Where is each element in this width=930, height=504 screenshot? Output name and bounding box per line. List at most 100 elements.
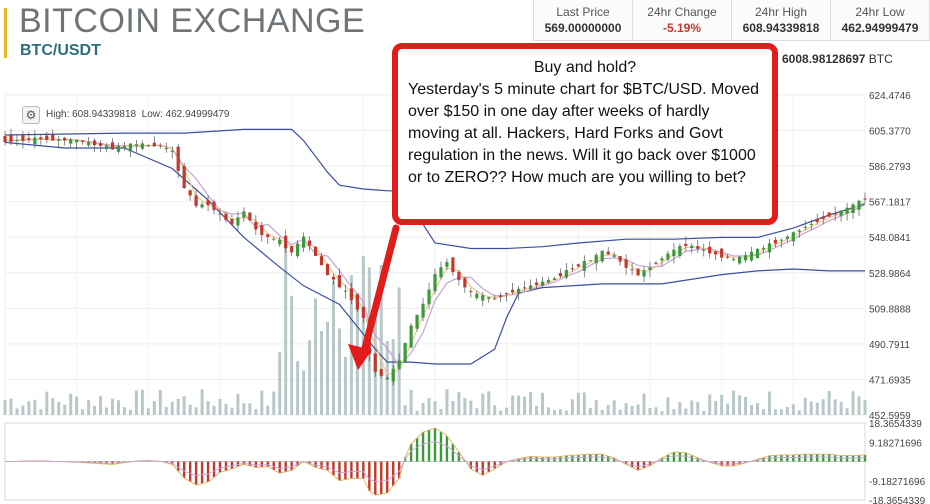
volume-bar bbox=[224, 403, 228, 415]
volume-bar bbox=[690, 400, 694, 415]
volume-bar bbox=[672, 409, 676, 415]
indicator-bar bbox=[583, 454, 586, 462]
volume-bar bbox=[833, 399, 837, 415]
candle bbox=[624, 259, 628, 268]
volume-bar bbox=[272, 391, 276, 415]
volume-bar bbox=[93, 405, 97, 415]
volume-bar bbox=[630, 405, 634, 415]
volume-bar bbox=[666, 397, 670, 415]
volume-bar bbox=[15, 408, 19, 415]
volume-bar bbox=[767, 391, 771, 415]
candle bbox=[9, 135, 13, 142]
stat-label: 24hr Low bbox=[855, 5, 905, 19]
callout-box: Buy and hold? Yesterday's 5 minute chart… bbox=[392, 43, 778, 225]
candle bbox=[212, 201, 216, 211]
volume-bar bbox=[714, 401, 718, 415]
candle bbox=[540, 281, 545, 286]
candle bbox=[385, 377, 389, 380]
candle bbox=[27, 138, 31, 140]
volume-bar bbox=[791, 404, 795, 415]
volume-bar bbox=[296, 361, 300, 415]
volume-bar bbox=[821, 399, 825, 415]
candle bbox=[767, 243, 772, 253]
candle bbox=[248, 212, 252, 221]
candle bbox=[588, 260, 592, 262]
indicator-bar bbox=[821, 454, 825, 462]
volume-bar bbox=[176, 398, 180, 415]
candle bbox=[463, 278, 467, 288]
candle bbox=[845, 207, 849, 214]
indicator-bar bbox=[451, 443, 455, 462]
candle bbox=[75, 139, 79, 143]
candle bbox=[809, 223, 813, 225]
indicator-bar bbox=[672, 451, 676, 462]
volume-bar bbox=[39, 409, 43, 415]
volume-bar bbox=[278, 352, 282, 415]
volume-bar bbox=[803, 397, 807, 415]
candle bbox=[206, 200, 210, 206]
volume-bar bbox=[122, 407, 126, 415]
volume-bar bbox=[636, 404, 640, 415]
volume-bar bbox=[230, 407, 234, 415]
indicator-bar bbox=[332, 461, 335, 476]
candle bbox=[481, 295, 485, 301]
gear-icon[interactable]: ⚙ bbox=[22, 106, 40, 124]
indicator-bar bbox=[851, 455, 855, 462]
candle bbox=[391, 368, 395, 382]
volume-bar bbox=[475, 408, 479, 415]
volume-bar bbox=[182, 396, 186, 415]
indicator-bar bbox=[188, 461, 192, 482]
candle bbox=[194, 195, 198, 207]
volume-bar bbox=[750, 405, 754, 415]
candle bbox=[499, 295, 503, 297]
volume-bar bbox=[164, 406, 168, 415]
volume-bar bbox=[326, 321, 329, 415]
volume-bar bbox=[3, 400, 7, 415]
candle bbox=[797, 230, 801, 232]
candle bbox=[743, 255, 748, 261]
volume-bar bbox=[761, 409, 765, 415]
volume-bar bbox=[797, 410, 801, 415]
candle bbox=[678, 245, 682, 256]
volume-bar bbox=[343, 356, 347, 415]
candle bbox=[134, 144, 138, 146]
volume-bar bbox=[361, 255, 365, 415]
indicator-bar bbox=[356, 461, 359, 479]
candle bbox=[773, 239, 778, 244]
volume-bar bbox=[242, 403, 246, 415]
indicator-bar bbox=[218, 461, 222, 473]
candle bbox=[146, 144, 150, 146]
volume-bar bbox=[558, 409, 562, 415]
volume-bar bbox=[302, 370, 306, 415]
indicator-bar bbox=[230, 461, 234, 469]
candle bbox=[821, 216, 825, 220]
candle bbox=[272, 238, 276, 240]
indicator-bar bbox=[266, 461, 269, 467]
candle bbox=[379, 369, 383, 376]
indicator-bar bbox=[493, 461, 496, 469]
candle bbox=[218, 213, 222, 215]
indicator-bar bbox=[206, 461, 210, 483]
annotation-arrow-head bbox=[348, 344, 372, 370]
candle bbox=[158, 145, 162, 147]
candle bbox=[104, 145, 109, 150]
indicator-bar bbox=[690, 455, 694, 462]
candle bbox=[373, 353, 377, 372]
candle bbox=[81, 140, 85, 142]
candle bbox=[451, 257, 455, 273]
market-stats: Last Price 569.00000000 24hr Change -5.1… bbox=[533, 0, 930, 41]
indicator-bar bbox=[678, 452, 682, 462]
candle bbox=[684, 243, 688, 246]
indicator-bar bbox=[469, 461, 473, 469]
y-tick-label: 567.1817 bbox=[869, 198, 911, 209]
indicator-bar bbox=[278, 461, 281, 474]
candle bbox=[815, 218, 819, 222]
volume-bar bbox=[69, 393, 73, 415]
indicator-bar bbox=[182, 461, 186, 479]
candle bbox=[21, 135, 25, 142]
indicator-bar bbox=[254, 461, 258, 468]
indicator-bar bbox=[589, 454, 592, 462]
candle bbox=[672, 249, 676, 257]
candle bbox=[92, 140, 97, 146]
volume-bar bbox=[642, 393, 646, 415]
